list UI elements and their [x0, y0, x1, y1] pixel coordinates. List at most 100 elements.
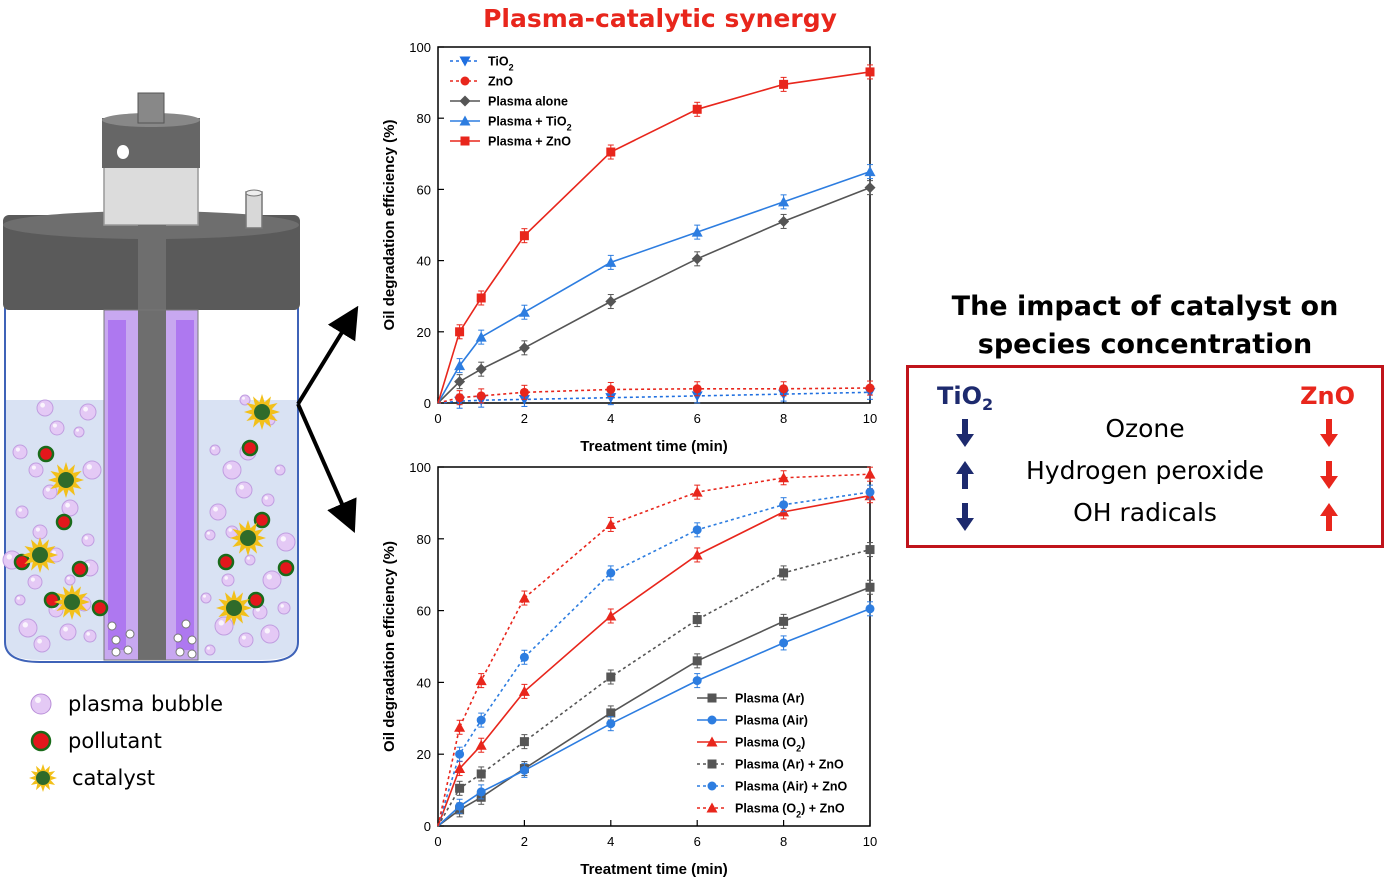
x-tick-label: 6: [694, 834, 701, 849]
catalyst-core: [226, 600, 242, 616]
y-tick-label: 60: [417, 182, 431, 197]
data-point: [864, 468, 876, 479]
plasma-reactor-illustration: [2, 92, 300, 663]
arrow-down-icon: [956, 419, 974, 447]
particle-legend: plasma bubble pollutant catalyst: [28, 685, 223, 796]
x-tick-label: 0: [434, 834, 441, 849]
catalyst-core: [32, 547, 48, 563]
tube-bubble: [187, 635, 197, 645]
legend-label: Plasma (O2) + ZnO: [735, 802, 845, 820]
pollutant-particle: [217, 553, 235, 571]
plasma-bubble: [209, 444, 221, 456]
bubble-highlight: [239, 484, 245, 490]
pollutant-icon: [30, 730, 52, 751]
data-point: [459, 115, 471, 126]
plasma-bubble: [79, 403, 97, 421]
data-point: [460, 76, 470, 86]
data-point: [865, 383, 875, 393]
plasma-bubble: [244, 554, 256, 566]
data-point: [707, 781, 717, 791]
plot-frame: [437, 466, 871, 827]
x-tick-label: 6: [694, 411, 701, 426]
y-tick-label: 80: [417, 111, 431, 126]
x-tick-label: 4: [607, 834, 614, 849]
data-point: [707, 715, 717, 725]
data-point: [605, 256, 617, 267]
data-point: [518, 306, 530, 317]
data-point: [455, 749, 465, 759]
tube-bubble: [123, 645, 133, 655]
bubble-highlight: [67, 576, 70, 580]
plasma-bubble: [36, 399, 54, 417]
legend-item-plasma-bubble: plasma bubble: [28, 685, 223, 722]
impact-row: Hydrogen peroxide: [909, 456, 1381, 494]
tube-bubble: [187, 649, 197, 659]
series-line: [437, 170, 871, 404]
arrow-up-icon: [1320, 503, 1338, 531]
arrow-down-icon: [1320, 461, 1338, 489]
data-point: [519, 231, 529, 241]
legend-label: catalyst: [72, 765, 155, 790]
plasma-bubble: [33, 635, 51, 653]
chart-legend: Plasma (Ar) Plasma (Air) Plasma (O2) Plasma…: [697, 692, 847, 820]
plasma-bubble: [12, 444, 28, 460]
column-head-zno: ZnO: [1300, 382, 1355, 410]
series-3: [437, 542, 875, 827]
bubble-highlight: [31, 465, 36, 470]
plasma-bubble: [222, 460, 242, 480]
bubble-highlight: [242, 396, 245, 400]
data-point: [779, 384, 789, 394]
data-point: [460, 136, 470, 146]
data-point: [865, 67, 875, 77]
bubble-highlight: [264, 628, 270, 634]
data-point: [606, 719, 616, 729]
data-point: [518, 342, 530, 354]
series-1: [437, 601, 875, 827]
series-2: [437, 488, 876, 827]
data-point: [475, 331, 487, 342]
data-point: [455, 327, 465, 337]
plasma-bubble: [204, 644, 216, 656]
plasma-bubble: [277, 601, 291, 615]
bubble-highlight: [63, 626, 68, 632]
catalyst-core: [240, 530, 256, 546]
series-line: [437, 71, 871, 404]
data-point: [519, 387, 529, 397]
series-line: [437, 491, 871, 827]
legend-label: Plasma (O2): [735, 736, 805, 754]
plasma-bubble: [235, 481, 253, 499]
bubble-highlight: [86, 464, 93, 470]
series-2: [437, 180, 876, 404]
data-point: [455, 783, 465, 793]
pollutant-particle: [241, 439, 259, 457]
data-point: [454, 721, 466, 732]
bubble-highlight: [52, 423, 58, 428]
series-line: [437, 548, 871, 827]
tube-bubble: [175, 647, 185, 657]
data-point: [707, 759, 717, 769]
series-line: [437, 186, 871, 404]
series-line: [437, 391, 871, 404]
reactor-vessel: [4, 305, 299, 663]
plasma-bubble: [28, 462, 44, 478]
y-axis-label: Oil degradation efficiency (%): [381, 120, 398, 331]
plasma-bubble: [49, 420, 65, 436]
data-point: [606, 384, 616, 394]
plasma-bubble: [209, 503, 227, 521]
legend-label: Plasma (Air): [735, 714, 808, 728]
plasma-bubble: [261, 493, 275, 507]
arrow-to-top-chart: [296, 305, 359, 406]
data-point: [706, 736, 718, 747]
x-tick-label: 10: [863, 834, 877, 849]
data-point: [778, 472, 790, 483]
legend-item-catalyst: catalyst: [28, 759, 223, 796]
bubble-highlight: [83, 406, 88, 412]
x-axis-label: Treatment time (min): [580, 438, 728, 455]
tube-bubble: [111, 635, 121, 645]
arrow-up-icon: [956, 461, 974, 489]
impact-row: Ozone: [909, 414, 1381, 452]
bubble-highlight: [212, 446, 215, 450]
data-point: [606, 672, 616, 682]
data-point: [459, 56, 471, 67]
